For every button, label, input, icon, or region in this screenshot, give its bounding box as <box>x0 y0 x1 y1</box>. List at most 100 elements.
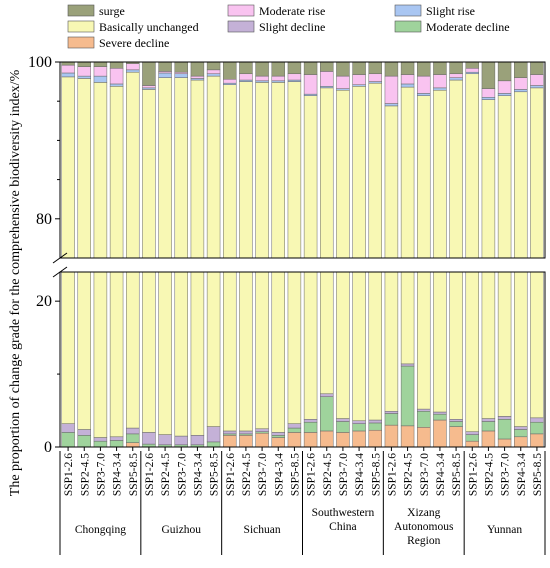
bar-segment-unchanged <box>190 271 205 436</box>
bar-segment-moderate_rise <box>530 74 544 86</box>
bar-segment-unchanged <box>158 77 172 259</box>
y-axis-label: The proportion of change grade for the c… <box>8 69 23 496</box>
bar-segment-surge <box>142 61 156 86</box>
x-tick-label: SSP3-7.0 <box>176 453 188 496</box>
bar-segment-unchanged <box>336 271 350 419</box>
bar-segment-moderate_rise <box>271 75 285 82</box>
group-label: Guizhou <box>161 524 201 536</box>
group-label: Sichuan <box>244 524 281 536</box>
bar-segment-moderate_decline <box>514 429 528 438</box>
bar-segment-slight_rise <box>530 85 544 89</box>
bar-segment-slight_decline <box>384 411 399 414</box>
bar-segment-unchanged <box>465 271 479 432</box>
bar-segment-surge <box>384 61 399 77</box>
bar-segment-unchanged <box>142 271 156 433</box>
bar-segment-slight_decline <box>417 408 431 412</box>
bar-segment-severe <box>481 430 496 448</box>
group-label: Southwestern <box>312 507 375 519</box>
y-tick-label: 80 <box>36 211 52 228</box>
bar-segment-surge <box>530 61 544 75</box>
x-tick-label: SSP4-3.4 <box>192 453 204 496</box>
group-label: Chongqing <box>75 524 126 536</box>
bar-segment-moderate_rise <box>287 73 302 81</box>
legend-label: Slight rise <box>426 4 475 18</box>
bar-segment-slight_decline <box>514 426 528 430</box>
bar-segment-unchanged <box>255 82 269 259</box>
bar-segment-unchanged <box>174 271 188 437</box>
bar-segment-unchanged <box>336 89 350 259</box>
bar-segment-moderate_decline <box>93 440 108 448</box>
bar-segment-slight_decline <box>530 417 544 423</box>
bar-segment-unchanged <box>352 86 366 259</box>
bar-segment-unchanged <box>174 77 188 259</box>
x-tick-label: SSP5-8.5 <box>532 453 544 496</box>
x-tick-label: SSP2-4.5 <box>241 453 253 496</box>
bar-segment-unchanged <box>303 95 318 259</box>
x-tick-label: SSP2-4.5 <box>160 453 172 496</box>
upper-panel-frame <box>59 61 546 259</box>
bar-segment-surge <box>465 61 479 69</box>
bar-segment-slight_rise <box>417 93 431 96</box>
bar-segment-slight_rise <box>158 72 172 78</box>
bar-segment-unchanged <box>255 271 269 430</box>
x-tick-label: SSP4-3.4 <box>112 453 124 496</box>
bar-segment-unchanged <box>239 271 253 432</box>
bar-segment-unchanged <box>368 271 382 421</box>
bar-segment-severe <box>465 440 479 448</box>
bar-segment-moderate_decline <box>320 396 334 432</box>
bar-segment-moderate_decline <box>61 432 75 448</box>
bar-segment-slight_rise <box>77 75 91 79</box>
bar-segment-surge <box>481 61 496 89</box>
bar-segment-surge <box>303 61 318 75</box>
bar-segment-unchanged <box>433 271 447 413</box>
bar-segment-unchanged <box>417 271 431 410</box>
bar-segment-moderate_rise <box>190 75 205 79</box>
bar-segment-severe <box>530 433 544 448</box>
bar-segment-moderate_rise <box>433 74 447 89</box>
group-label: Autonomous <box>394 521 454 533</box>
x-tick-label: SSP3-7.0 <box>95 453 107 496</box>
x-tick-label: SSP5-8.5 <box>370 453 382 496</box>
bar-segment-unchanged <box>320 271 334 395</box>
bar-segment-moderate_rise <box>303 74 318 95</box>
x-tick-label: SSP3-7.0 <box>338 453 350 496</box>
bar-segment-slight_rise <box>449 77 463 81</box>
bar-segment-slight_rise <box>174 73 188 78</box>
x-tick-label: SSP3-7.0 <box>419 453 431 496</box>
bar-segment-moderate_rise <box>255 75 269 82</box>
x-tick-label: SSP1-2.6 <box>467 453 479 496</box>
bar-segment-unchanged <box>77 271 91 430</box>
x-tick-label: SSP4-3.4 <box>354 453 366 496</box>
bar-segment-moderate_rise <box>336 75 350 89</box>
bar-segment-unchanged <box>449 79 463 259</box>
bar-segment-unchanged <box>126 271 140 429</box>
x-tick-label: SSP4-3.4 <box>435 453 447 496</box>
x-tick-label: SSP2-4.5 <box>322 453 334 496</box>
bar-segment-unchanged <box>287 81 302 259</box>
bar-segment-slight_decline <box>61 423 75 433</box>
bar-segment-surge <box>158 61 172 72</box>
bar-segment-surge <box>449 61 463 75</box>
bar-segment-unchanged <box>433 89 447 259</box>
bar-segment-surge <box>417 61 431 77</box>
bar-segment-unchanged <box>417 95 431 259</box>
bar-segment-unchanged <box>481 271 496 419</box>
bar-segment-moderate_rise <box>384 75 399 104</box>
bar-segment-unchanged <box>158 271 172 435</box>
x-tick-label: SSP3-7.0 <box>500 453 512 496</box>
x-tick-label: SSP1-2.6 <box>144 453 156 496</box>
bar-segment-severe <box>368 429 382 448</box>
bar-segment-unchanged <box>239 81 253 259</box>
bar-segment-moderate_rise <box>417 75 431 94</box>
bar-segment-moderate_rise <box>465 68 479 73</box>
bar-segment-unchanged <box>287 271 302 424</box>
x-tick-label: SSP5-8.5 <box>209 453 221 496</box>
bar-segment-moderate_rise <box>368 73 382 82</box>
group-label: Region <box>407 535 440 547</box>
bar-segment-severe <box>352 430 366 448</box>
bar-segment-unchanged <box>223 271 237 432</box>
x-tick-label: SSP1-2.6 <box>63 453 75 496</box>
bar-segment-surge <box>514 61 528 78</box>
bar-segment-slight_decline <box>190 435 205 446</box>
bar-segment-surge <box>368 61 382 75</box>
